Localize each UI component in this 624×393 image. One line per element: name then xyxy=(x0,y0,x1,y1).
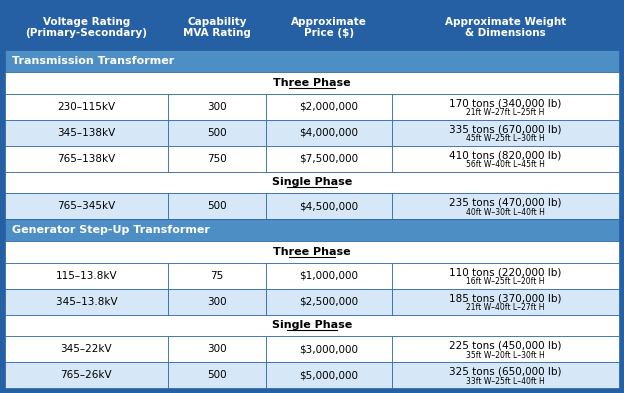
Bar xyxy=(266,146,392,172)
Bar xyxy=(5,119,168,146)
Text: 170 tons (340,000 lb): 170 tons (340,000 lb) xyxy=(449,98,562,108)
Text: 56ft W–40ft L–45ft H: 56ft W–40ft L–45ft H xyxy=(466,160,545,169)
Text: $5,000,000: $5,000,000 xyxy=(300,370,358,380)
Bar xyxy=(168,263,266,289)
Text: 500: 500 xyxy=(207,128,227,138)
Bar xyxy=(168,5,266,50)
Text: 410 tons (820,000 lb): 410 tons (820,000 lb) xyxy=(449,150,562,160)
Bar xyxy=(5,315,619,336)
Bar xyxy=(392,362,619,388)
Bar xyxy=(392,119,619,146)
Bar xyxy=(392,94,619,119)
Text: Single Phase: Single Phase xyxy=(272,320,352,331)
Bar xyxy=(392,193,619,219)
Text: Single Phase: Single Phase xyxy=(272,177,352,187)
Text: 300: 300 xyxy=(207,101,227,112)
Text: 750: 750 xyxy=(207,154,227,163)
Bar xyxy=(5,336,168,362)
Text: 21ft W–40ft L–27ft H: 21ft W–40ft L–27ft H xyxy=(466,303,545,312)
Text: 345–138kV: 345–138kV xyxy=(57,128,115,138)
Text: 500: 500 xyxy=(207,370,227,380)
Text: $2,000,000: $2,000,000 xyxy=(300,101,358,112)
Text: 335 tons (670,000 lb): 335 tons (670,000 lb) xyxy=(449,124,562,134)
Text: 16ft W–25ft L–20ft H: 16ft W–25ft L–20ft H xyxy=(466,277,545,286)
Bar xyxy=(5,50,619,72)
Text: 500: 500 xyxy=(207,201,227,211)
Bar xyxy=(5,172,619,193)
Text: 325 tons (650,000 lb): 325 tons (650,000 lb) xyxy=(449,367,562,377)
Bar xyxy=(266,94,392,119)
Bar xyxy=(266,362,392,388)
Bar xyxy=(168,289,266,315)
Bar xyxy=(266,263,392,289)
Text: Three Phase: Three Phase xyxy=(273,247,351,257)
Bar xyxy=(392,336,619,362)
Text: $7,500,000: $7,500,000 xyxy=(300,154,358,163)
Text: 21ft W–27ft L–25ft H: 21ft W–27ft L–25ft H xyxy=(466,108,545,117)
Bar xyxy=(5,5,168,50)
Text: 235 tons (470,000 lb): 235 tons (470,000 lb) xyxy=(449,198,562,208)
Text: 35ft W–20ft L–30ft H: 35ft W–20ft L–30ft H xyxy=(466,351,545,360)
Text: 230–115kV: 230–115kV xyxy=(57,101,115,112)
Text: 345–​13.8kV: 345–​13.8kV xyxy=(56,297,117,307)
Bar xyxy=(5,241,619,263)
Text: Approximate Weight
& Dimensions: Approximate Weight & Dimensions xyxy=(445,17,566,38)
Bar xyxy=(392,289,619,315)
Text: 33ft W–25ft L–40ft H: 33ft W–25ft L–40ft H xyxy=(466,377,545,386)
Text: 75: 75 xyxy=(210,271,223,281)
Text: 110 tons (220,000 lb): 110 tons (220,000 lb) xyxy=(449,267,562,277)
Text: Voltage Rating
(Primary-Secondary): Voltage Rating (Primary-Secondary) xyxy=(26,17,147,38)
Text: 45ft W–25ft L–30ft H: 45ft W–25ft L–30ft H xyxy=(466,134,545,143)
Bar xyxy=(168,193,266,219)
Bar xyxy=(392,5,619,50)
Text: $4,500,000: $4,500,000 xyxy=(300,201,358,211)
Bar xyxy=(266,336,392,362)
Bar xyxy=(5,219,619,241)
Bar xyxy=(5,263,168,289)
Bar xyxy=(168,362,266,388)
Bar xyxy=(5,289,168,315)
Text: 40ft W–30ft L–40ft H: 40ft W–30ft L–40ft H xyxy=(466,208,545,217)
Bar xyxy=(168,146,266,172)
Text: 765–345kV: 765–345kV xyxy=(57,201,115,211)
Text: 225 tons (450,000 lb): 225 tons (450,000 lb) xyxy=(449,341,562,351)
Text: 765–26kV: 765–26kV xyxy=(61,370,112,380)
Bar xyxy=(5,94,168,119)
Text: 115–13.8kV: 115–13.8kV xyxy=(56,271,117,281)
Bar xyxy=(5,193,168,219)
Bar xyxy=(392,146,619,172)
Text: $3,000,000: $3,000,000 xyxy=(300,344,358,354)
Bar xyxy=(5,72,619,94)
Text: $1,000,000: $1,000,000 xyxy=(300,271,358,281)
Bar xyxy=(168,94,266,119)
Bar xyxy=(266,5,392,50)
Text: Three Phase: Three Phase xyxy=(273,78,351,88)
Text: 765–138kV: 765–138kV xyxy=(57,154,115,163)
Bar xyxy=(266,289,392,315)
Text: Approximate
Price ($): Approximate Price ($) xyxy=(291,17,367,38)
Text: $2,500,000: $2,500,000 xyxy=(300,297,358,307)
Text: 300: 300 xyxy=(207,297,227,307)
Bar xyxy=(266,193,392,219)
Bar xyxy=(168,119,266,146)
Text: Capability
MVA Rating: Capability MVA Rating xyxy=(183,17,251,38)
Bar xyxy=(5,362,168,388)
Bar xyxy=(392,263,619,289)
Text: Generator Step-Up Transformer: Generator Step-Up Transformer xyxy=(12,225,210,235)
Text: $4,000,000: $4,000,000 xyxy=(300,128,358,138)
Text: 185 tons (370,000 lb): 185 tons (370,000 lb) xyxy=(449,293,562,303)
Text: 345–22kV: 345–22kV xyxy=(61,344,112,354)
Text: Transmission Transformer: Transmission Transformer xyxy=(12,56,175,66)
Bar xyxy=(5,146,168,172)
Text: 300: 300 xyxy=(207,344,227,354)
Bar xyxy=(266,119,392,146)
Bar xyxy=(168,336,266,362)
